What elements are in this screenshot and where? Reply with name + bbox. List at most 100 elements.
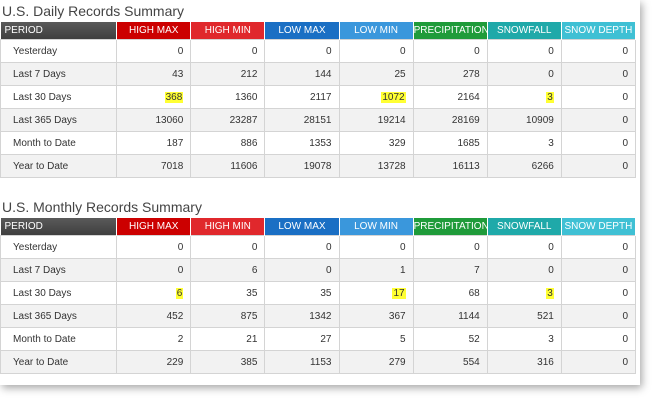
table-row: Year to Date 229 385 1153 279 554 316 0 bbox=[0, 350, 637, 374]
table-cell: 3 bbox=[486, 281, 562, 305]
monthly-table-body: Yesterday 0 0 0 0 0 0 0 Last 7 Days 0 6 0 1 7 0 0 Last 3… bbox=[0, 235, 637, 374]
row-label: Last 365 Days bbox=[0, 304, 118, 328]
table-cell: 875 bbox=[190, 304, 266, 328]
table-cell: 28169 bbox=[412, 108, 488, 132]
table-cell: 144 bbox=[264, 62, 340, 86]
table-cell: 6266 bbox=[486, 154, 562, 178]
table-cell: 28151 bbox=[264, 108, 340, 132]
table-row: Last 7 Days 0 6 0 1 7 0 0 bbox=[0, 258, 637, 282]
table-row: Last 30 Days 6 35 35 17 68 3 0 bbox=[0, 281, 637, 305]
table-cell: 0 bbox=[486, 39, 562, 63]
highlighted-value: 3 bbox=[546, 287, 554, 299]
table-cell: 10909 bbox=[486, 108, 562, 132]
table-cell: 0 bbox=[190, 39, 266, 63]
table-cell: 554 bbox=[412, 350, 488, 374]
row-label: Month to Date bbox=[0, 327, 118, 351]
table-cell: 19214 bbox=[338, 108, 414, 132]
table-cell: 52 bbox=[412, 327, 488, 351]
table-cell: 886 bbox=[190, 131, 266, 155]
table-cell: 13060 bbox=[116, 108, 192, 132]
table-cell: 1360 bbox=[190, 85, 266, 109]
header-high-min: HIGH MIN bbox=[190, 218, 266, 236]
table-cell: 6 bbox=[116, 281, 192, 305]
table-cell: 1072 bbox=[338, 85, 414, 109]
table-cell: 5 bbox=[338, 327, 414, 351]
table-cell: 35 bbox=[264, 281, 340, 305]
table-cell: 2164 bbox=[412, 85, 488, 109]
table-cell: 1 bbox=[338, 258, 414, 282]
row-label: Last 30 Days bbox=[0, 85, 118, 109]
table-cell: 212 bbox=[190, 62, 266, 86]
table-row: Year to Date 7018 11606 19078 13728 16113 6266… bbox=[0, 154, 637, 178]
header-snowfall: SNOWFALL bbox=[487, 22, 562, 40]
table-cell: 187 bbox=[116, 131, 192, 155]
table-cell: 1153 bbox=[264, 350, 340, 374]
table-cell: 316 bbox=[486, 350, 562, 374]
table-cell: 368 bbox=[116, 85, 192, 109]
row-label: Last 7 Days bbox=[0, 62, 118, 86]
table-cell: 3 bbox=[486, 85, 562, 109]
table-row: Last 30 Days 368 1360 2117 1072 2164 3 0 bbox=[0, 85, 637, 109]
header-high-max: HIGH MAX bbox=[116, 218, 192, 236]
table-cell: 0 bbox=[412, 39, 488, 63]
table-cell: 0 bbox=[338, 235, 414, 259]
row-label: Year to Date bbox=[0, 154, 118, 178]
table-cell: 1144 bbox=[412, 304, 488, 328]
table-cell: 2 bbox=[116, 327, 192, 351]
table-cell: 0 bbox=[560, 327, 637, 351]
table-cell: 0 bbox=[486, 235, 562, 259]
header-snow-depth: SNOW DEPTH bbox=[561, 218, 637, 236]
table-cell: 329 bbox=[338, 131, 414, 155]
table-cell: 7 bbox=[412, 258, 488, 282]
table-cell: 0 bbox=[486, 62, 562, 86]
table-cell: 0 bbox=[116, 39, 192, 63]
highlighted-value: 1072 bbox=[381, 91, 406, 103]
table-cell: 43 bbox=[116, 62, 192, 86]
table-cell: 6 bbox=[190, 258, 266, 282]
header-snow-depth: SNOW DEPTH bbox=[561, 22, 637, 40]
table-cell: 0 bbox=[412, 235, 488, 259]
table-cell: 0 bbox=[560, 62, 637, 86]
table-cell: 0 bbox=[560, 350, 637, 374]
table-cell: 0 bbox=[338, 39, 414, 63]
highlighted-value: 6 bbox=[175, 287, 184, 299]
header-high-max: HIGH MAX bbox=[116, 22, 192, 40]
table-cell: 23287 bbox=[190, 108, 266, 132]
monthly-header-row: PERIOD HIGH MAX HIGH MIN LOW MAX LOW MIN PREC… bbox=[0, 218, 637, 236]
table-cell: 1685 bbox=[412, 131, 488, 155]
daily-records-table: PERIOD HIGH MAX HIGH MIN LOW MAX LOW MIN PREC… bbox=[0, 22, 637, 178]
table-cell: 7018 bbox=[116, 154, 192, 178]
table-cell: 0 bbox=[560, 304, 637, 328]
table-cell: 0 bbox=[116, 235, 192, 259]
table-cell: 0 bbox=[560, 39, 637, 63]
table-row: Last 7 Days 43 212 144 25 278 0 0 bbox=[0, 62, 637, 86]
table-cell: 521 bbox=[486, 304, 562, 328]
header-precipitation: PRECIPITATION bbox=[413, 218, 488, 236]
table-cell: 35 bbox=[190, 281, 266, 305]
table-cell: 21 bbox=[190, 327, 266, 351]
daily-header-row: PERIOD HIGH MAX HIGH MIN LOW MAX LOW MIN PREC… bbox=[0, 22, 637, 40]
table-cell: 0 bbox=[560, 108, 637, 132]
table-cell: 16113 bbox=[412, 154, 488, 178]
table-cell: 17 bbox=[338, 281, 414, 305]
daily-table-body: Yesterday 0 0 0 0 0 0 0 Last 7 Days 43 212 144 25 278… bbox=[0, 39, 637, 178]
table-cell: 0 bbox=[264, 235, 340, 259]
table-cell: 0 bbox=[264, 258, 340, 282]
row-label: Yesterday bbox=[0, 235, 118, 259]
highlighted-value: 3 bbox=[546, 91, 554, 103]
highlighted-value: 368 bbox=[164, 91, 184, 103]
table-row: Last 365 Days 452 875 1342 367 1144 521 0 bbox=[0, 304, 637, 328]
table-cell: 0 bbox=[560, 154, 637, 178]
table-cell: 0 bbox=[486, 258, 562, 282]
table-cell: 25 bbox=[338, 62, 414, 86]
table-cell: 19078 bbox=[264, 154, 340, 178]
table-cell: 385 bbox=[190, 350, 266, 374]
table-cell: 0 bbox=[560, 281, 637, 305]
header-period: PERIOD bbox=[0, 218, 118, 236]
table-cell: 1342 bbox=[264, 304, 340, 328]
table-cell: 3 bbox=[486, 327, 562, 351]
table-cell: 0 bbox=[560, 131, 637, 155]
header-low-min: LOW MIN bbox=[339, 22, 414, 40]
table-row: Yesterday 0 0 0 0 0 0 0 bbox=[0, 39, 637, 63]
table-cell: 0 bbox=[264, 39, 340, 63]
